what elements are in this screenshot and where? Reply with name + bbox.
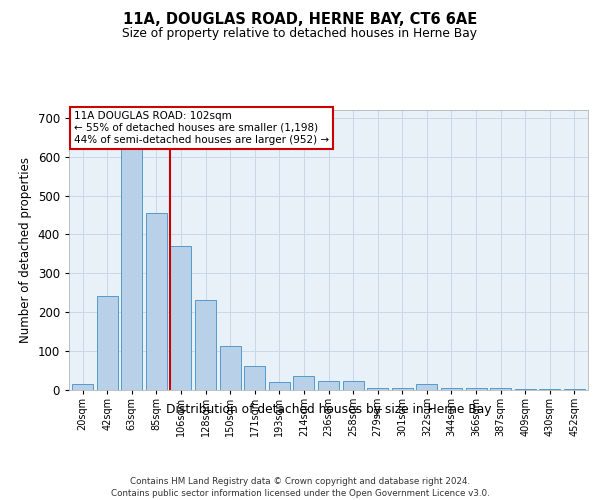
Bar	[195, 300, 216, 390]
Bar	[121, 137, 142, 390]
Bar	[539, 389, 560, 390]
Bar	[515, 389, 536, 390]
Bar	[244, 366, 265, 390]
Bar	[293, 376, 314, 390]
Y-axis label: Number of detached properties: Number of detached properties	[19, 157, 32, 343]
Text: 11A DOUGLAS ROAD: 102sqm
← 55% of detached houses are smaller (1,198)
44% of sem: 11A DOUGLAS ROAD: 102sqm ← 55% of detach…	[74, 112, 329, 144]
Bar	[318, 382, 339, 390]
Text: 11A, DOUGLAS ROAD, HERNE BAY, CT6 6AE: 11A, DOUGLAS ROAD, HERNE BAY, CT6 6AE	[123, 12, 477, 28]
Text: Distribution of detached houses by size in Herne Bay: Distribution of detached houses by size …	[166, 402, 491, 415]
Bar	[220, 346, 241, 390]
Bar	[367, 388, 388, 390]
Bar	[146, 213, 167, 390]
Bar	[170, 246, 191, 390]
Bar	[269, 382, 290, 390]
Text: Size of property relative to detached houses in Herne Bay: Size of property relative to detached ho…	[122, 28, 478, 40]
Text: Contains HM Land Registry data © Crown copyright and database right 2024.
Contai: Contains HM Land Registry data © Crown c…	[110, 476, 490, 498]
Bar	[564, 389, 585, 390]
Bar	[416, 384, 437, 390]
Bar	[490, 388, 511, 390]
Bar	[343, 382, 364, 390]
Bar	[441, 388, 462, 390]
Bar	[72, 384, 93, 390]
Bar	[392, 388, 413, 390]
Bar	[466, 388, 487, 390]
Bar	[97, 296, 118, 390]
